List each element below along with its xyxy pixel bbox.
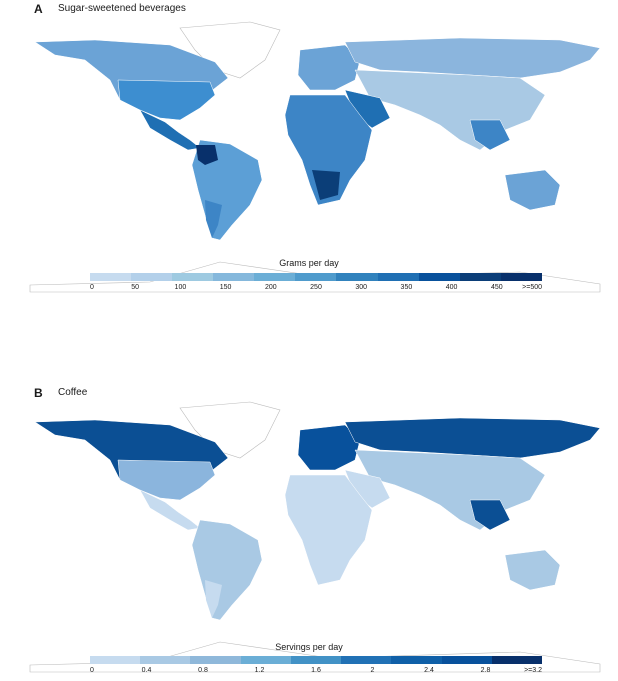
legend-swatch (491, 656, 542, 664)
legend-tick-label: 200 (264, 284, 277, 291)
legend-swatch (341, 656, 392, 664)
legend-tick-label: 0.4 (141, 667, 152, 674)
legend-tick-label: 2.8 (480, 667, 491, 674)
panel-letter: B (34, 386, 43, 400)
map-greenland (179, 21, 281, 79)
legend-swatch (254, 273, 296, 281)
world-map (29, 21, 601, 293)
map-south-america-south (205, 200, 222, 238)
legend-tick-label: 2.4 (424, 667, 434, 674)
panel-coffee: B Coffee Servings per day 0 0.4 0.8 1.2 1.6 2… (0, 380, 618, 680)
legend-swatch (441, 656, 492, 664)
legend-swatch (131, 273, 173, 281)
legend-tick-label: 400 (445, 284, 458, 291)
world-map (29, 401, 601, 673)
legend-tick-label: 1.2 (254, 667, 265, 674)
legend-tick-label: 250 (310, 284, 322, 291)
map-south-america (191, 519, 263, 621)
legend-swatch (391, 656, 442, 664)
legend-swatch (140, 656, 191, 664)
map-se-asia (469, 499, 511, 531)
color-legend (90, 273, 542, 281)
map-south-america-dark (196, 145, 218, 165)
map-africa-south (312, 170, 340, 200)
legend-tick-label: 0.8 (198, 667, 208, 674)
legend-swatch (190, 656, 241, 664)
legend-swatch (336, 273, 378, 281)
legend-swatch (459, 273, 501, 281)
legend-swatch (240, 656, 291, 664)
legend-tick-label: 50 (131, 284, 140, 291)
legend-tick-label: 0 (90, 284, 94, 291)
map-russia (344, 37, 601, 79)
map-usa (117, 459, 216, 501)
map-se-asia (469, 119, 511, 151)
legend-tick-label: >=3.2 (524, 667, 542, 674)
legend-tick-label: 450 (490, 284, 503, 291)
legend-tick-label: 100 (174, 284, 187, 291)
legend-swatch (213, 273, 255, 281)
map-greenland (179, 401, 281, 459)
map-australia (504, 549, 561, 591)
legend-title: Servings per day (275, 642, 343, 652)
legend-tick-label: 150 (219, 284, 232, 291)
legend-ticks: 0 0.4 0.8 1.2 1.6 2 2.4 2.8 >=3.2 (90, 667, 542, 677)
legend-swatch (290, 656, 342, 664)
legend-swatch (295, 273, 337, 281)
legend-swatch (500, 273, 542, 281)
map-africa (284, 94, 373, 206)
map-south-america-south (205, 580, 222, 618)
legend-swatch (172, 273, 214, 281)
legend-tick-label: 0 (90, 667, 94, 674)
legend-swatch (377, 273, 419, 281)
legend-title: Grams per day (279, 258, 339, 268)
legend-swatch (90, 273, 132, 281)
legend-swatch (90, 656, 141, 664)
legend-tick-label: 2 (370, 667, 375, 674)
legend-tick-label: 350 (400, 284, 413, 291)
map-australia (504, 169, 561, 211)
legend-ticks: 0 50 100 150 200 250 300 350 400 450 >=500 (90, 284, 542, 294)
legend-tick-label: 300 (355, 284, 368, 291)
panel-sugar-sweetened-beverages: A Sugar-sweetened beverages Grams per da… (0, 0, 618, 300)
panel-letter: A (34, 2, 43, 16)
legend-tick-label: 1.6 (311, 667, 321, 674)
map-russia (344, 417, 601, 459)
panel-title: Coffee (58, 387, 88, 398)
map-usa (117, 79, 216, 121)
color-legend (90, 656, 542, 664)
legend-tick-label: >=500 (522, 284, 542, 291)
map-africa (284, 474, 373, 586)
legend-swatch (418, 273, 460, 281)
panel-title: Sugar-sweetened beverages (58, 3, 186, 14)
